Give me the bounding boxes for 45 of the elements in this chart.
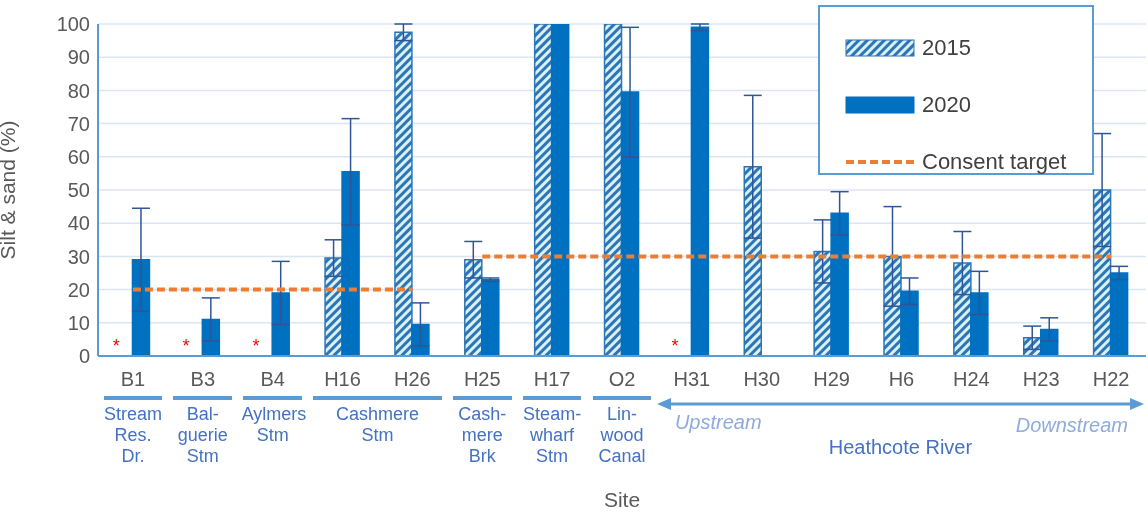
y-tick-label: 90	[67, 46, 90, 69]
text: Stream Res. Dr.	[102, 404, 163, 467]
y-tick-label: 100	[56, 13, 90, 36]
text: Heathcote River	[827, 436, 974, 459]
y-tick-label: 60	[67, 145, 90, 168]
y-tick-label: 50	[67, 179, 90, 202]
x-tick-label: B3	[190, 368, 216, 391]
y-tick-label: 20	[67, 278, 90, 301]
x-tick-label: H25	[463, 368, 501, 391]
x-axis-title: Site	[602, 488, 642, 512]
x-tick-label: H24	[952, 368, 990, 391]
text: Bal-guerie Stm	[176, 404, 229, 467]
text: Cashmere Stm	[334, 404, 420, 446]
y-tick-label: 30	[67, 245, 90, 268]
annotation: *	[111, 336, 121, 357]
y-tick-label: 80	[67, 79, 90, 102]
y-tick-label: 70	[67, 112, 90, 135]
y-axis-title: Silt & sand (%)	[0, 120, 20, 260]
text: Cash-mere Brk	[457, 404, 508, 467]
text: Lin-wood Canal	[597, 404, 647, 467]
x-tick-label: H6	[888, 368, 915, 391]
y-tick-label: 10	[67, 311, 90, 334]
x-tick-label: H17	[533, 368, 571, 391]
text: Aylmers Stm	[241, 404, 307, 446]
text: Downstream	[1015, 414, 1128, 437]
x-tick-label: H16	[324, 368, 361, 391]
x-tick-label: B1	[120, 368, 146, 391]
x-tick-label: H31	[673, 368, 711, 391]
legend-label: 2020	[922, 91, 971, 118]
annotation: *	[251, 336, 261, 357]
x-tick-label: O2	[608, 368, 636, 391]
x-tick-label: H26	[394, 368, 431, 391]
text: Upstream	[674, 411, 762, 434]
x-tick-label: H23	[1022, 368, 1060, 391]
y-tick-label: 40	[67, 212, 90, 235]
text: Steam-wharf Stm	[522, 404, 583, 467]
annotation: *	[181, 336, 191, 357]
annotation: *	[670, 336, 680, 357]
y-tick-label: 0	[78, 345, 90, 368]
x-tick-label: H29	[813, 368, 850, 391]
x-tick-label: H30	[743, 368, 781, 391]
x-tick-label: H22	[1092, 368, 1130, 391]
x-tick-label: B4	[260, 368, 285, 391]
legend-label: 2015	[922, 34, 971, 61]
legend-label: Consent target	[922, 148, 1067, 175]
